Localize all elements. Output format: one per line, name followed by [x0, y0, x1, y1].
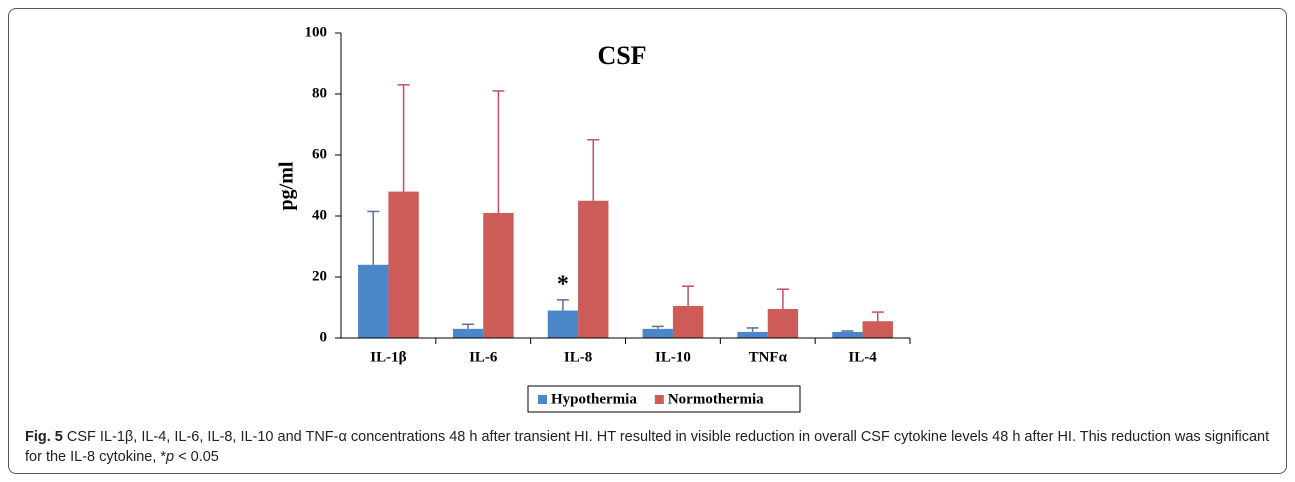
chart: CSF pg/ml 0 20 40 60 80 100 IL-1β IL-6 IL-8 IL-10…	[276, 24, 911, 413]
bar	[737, 331, 768, 338]
legend-swatch	[654, 395, 664, 404]
x-tick-label: IL-6	[469, 349, 498, 365]
bar	[547, 310, 579, 338]
bar	[452, 328, 484, 338]
caption-text: CSF IL-1β, IL-4, IL-6, IL-8, IL-10 and T…	[25, 429, 1270, 465]
y-tick-label: 60	[312, 146, 327, 162]
caption-tail: < 0.05	[174, 449, 219, 465]
figure-frame	[8, 8, 1287, 474]
bar	[642, 328, 673, 338]
caption-label: Fig. 5	[25, 429, 63, 445]
bar	[767, 309, 799, 338]
y-tick-label: 80	[312, 85, 327, 101]
caption: Fig. 5 CSF IL-1β, IL-4, IL-6, IL-8, IL-1…	[25, 427, 1275, 467]
caption-italic: p	[166, 449, 175, 465]
y-tick-label: 40	[312, 207, 327, 223]
legend-swatch	[538, 395, 547, 404]
legend-label: Normothermia	[668, 391, 764, 407]
x-tick-label: IL-8	[564, 349, 592, 365]
bar	[672, 305, 704, 338]
y-axis-label: pg/ml	[276, 161, 298, 210]
bar	[358, 264, 389, 338]
y-tick-label: 20	[312, 268, 327, 284]
bar	[832, 331, 863, 338]
x-tick-label: IL-4	[848, 349, 877, 365]
y-tick-label: 0	[320, 329, 328, 345]
x-tick-label: IL-1β	[370, 349, 406, 365]
bar	[862, 321, 893, 338]
legend-box	[527, 385, 801, 413]
annotation: *	[557, 271, 569, 297]
y-tick-label: 100	[305, 24, 328, 40]
chart-title: CSF	[597, 41, 646, 70]
x-tick-label: IL-10	[655, 349, 691, 365]
bar	[388, 191, 419, 338]
bar	[578, 200, 609, 338]
x-tick-label: TNFα	[749, 349, 788, 365]
legend-label: Hypothermia	[551, 391, 637, 407]
bar	[483, 212, 514, 338]
